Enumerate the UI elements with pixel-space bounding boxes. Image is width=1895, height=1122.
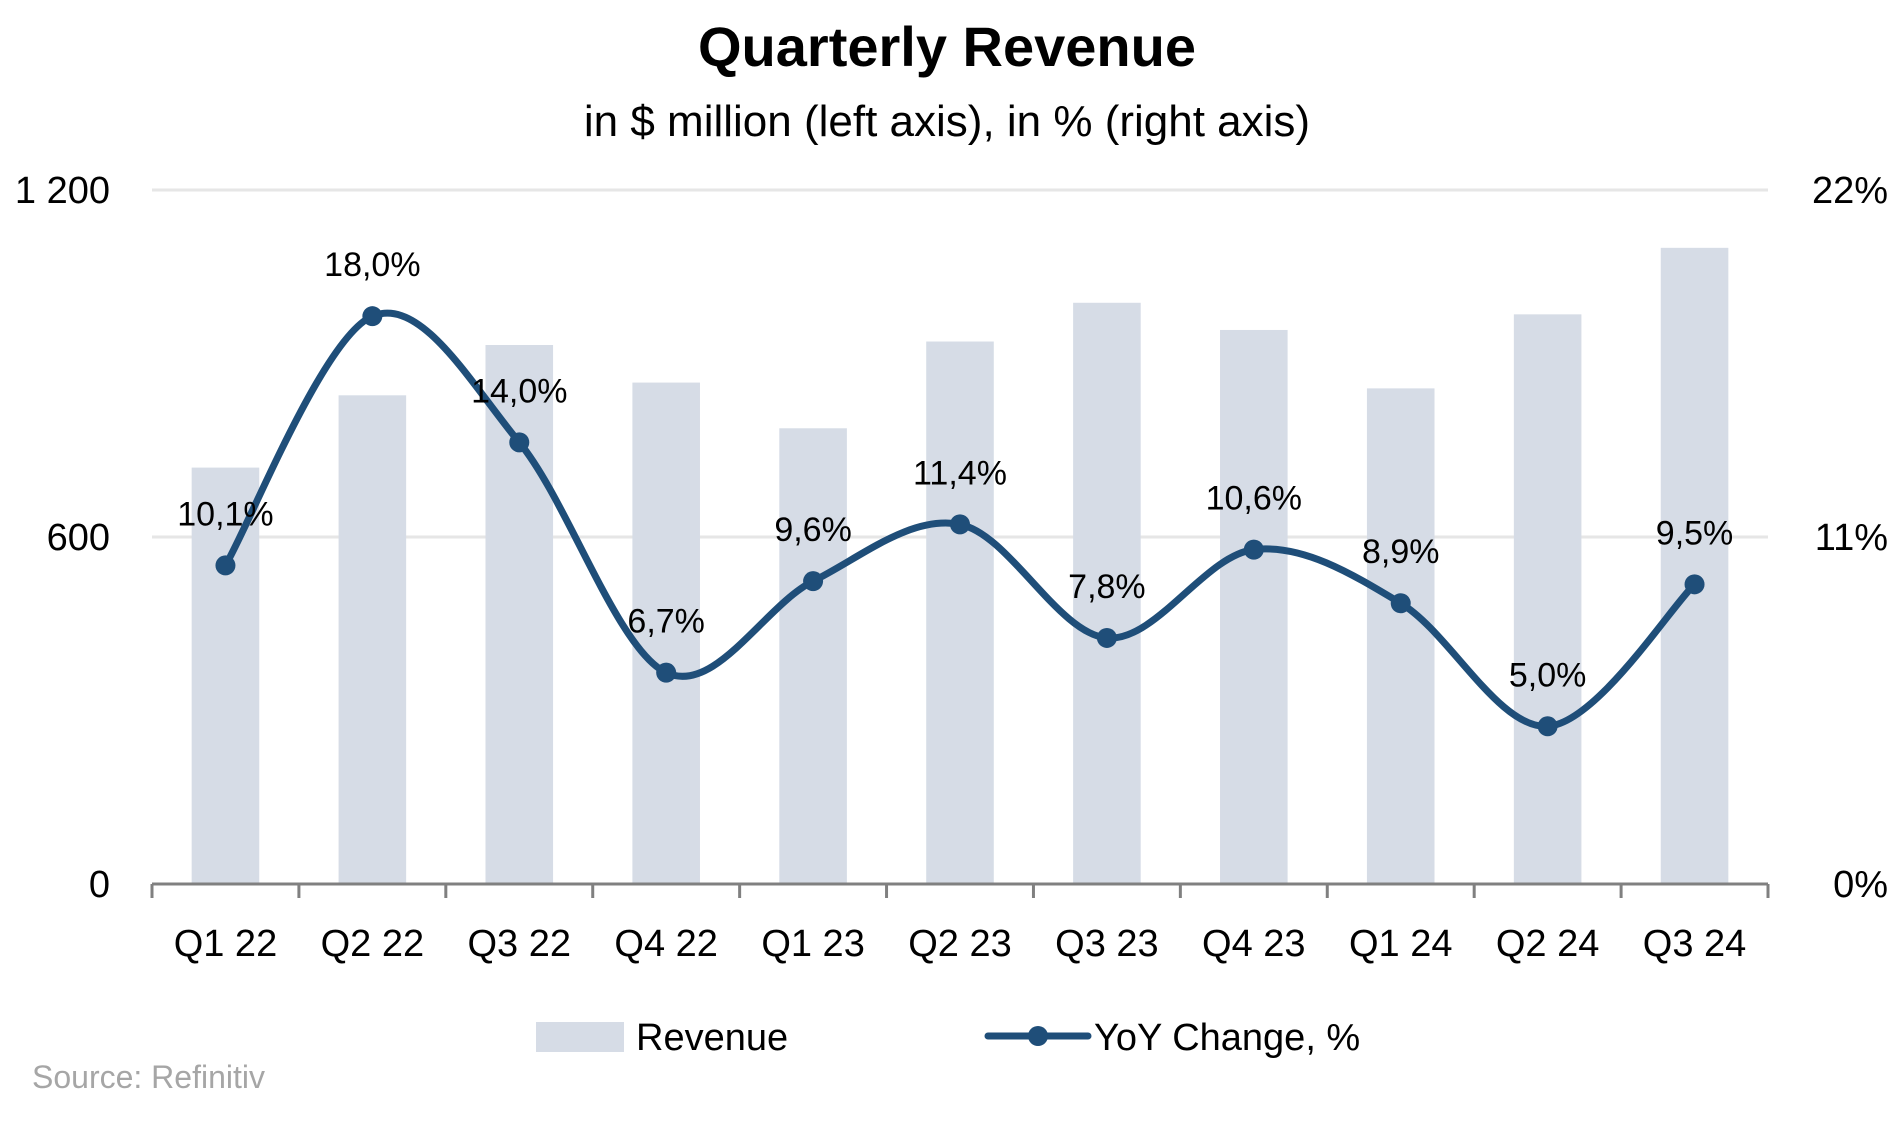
legend-revenue-swatch [536, 1022, 624, 1052]
yoy-data-label: 11,4% [913, 454, 1007, 492]
yoy-point [1684, 574, 1705, 595]
revenue-bar [1220, 329, 1288, 884]
yoy-data-label: 8,9% [1362, 533, 1440, 571]
yoy-data-label: 5,0% [1509, 656, 1587, 694]
y-right-tick-label: 0% [1833, 864, 1888, 906]
x-tick-label: Q1 23 [761, 923, 865, 965]
x-tick-label: Q1 24 [1349, 923, 1453, 965]
yoy-point [803, 571, 824, 592]
yoy-data-label: 9,5% [1656, 514, 1734, 552]
legend-yoy-swatch-marker [1028, 1026, 1048, 1046]
chart-subtitle: in $ million (left axis), in % (right ax… [584, 97, 1310, 146]
y-right-tick-label: 22% [1812, 170, 1888, 212]
yoy-point [1096, 627, 1117, 648]
yoy-line [215, 306, 1705, 737]
chart-title: Quarterly Revenue [698, 15, 1196, 78]
y-left-tick-label: 1 200 [15, 170, 110, 212]
x-tick-label: Q3 24 [1643, 923, 1747, 965]
revenue-bar [1073, 302, 1141, 884]
yoy-point [362, 306, 383, 327]
revenue-bar [1513, 314, 1582, 884]
revenue-bar [338, 395, 407, 884]
yoy-point [950, 514, 970, 535]
x-tick-label: Q3 23 [1055, 923, 1159, 965]
yoy-data-label: 18,0% [324, 246, 420, 284]
x-tick-label: Q4 22 [614, 923, 718, 965]
x-tick-label: Q1 22 [174, 923, 278, 965]
yoy-point [1537, 716, 1558, 737]
y-right-tick-label: 11% [1815, 517, 1888, 559]
yoy-data-label: 10,6% [1206, 480, 1302, 518]
legend: Revenue YoY Change, % [536, 1017, 1360, 1059]
revenue-bar [485, 344, 554, 884]
yoy-point [656, 662, 677, 683]
revenue-bars [191, 247, 1729, 885]
axes: 0 600 1 200 0% 11% 22% Q1 22 Q2 22 Q3 22 Q4 22 Q1 … [15, 170, 1888, 965]
x-tick-label: Q2 23 [908, 923, 1012, 965]
revenue-bar [926, 341, 994, 885]
legend-revenue-label: Revenue [636, 1017, 788, 1059]
data-labels: 10,1% 18,0% 14,0% 6,7% 9,6% 11,4% 7,8% 10,6% 8,9… [177, 246, 1733, 694]
yoy-data-label: 7,8% [1068, 568, 1146, 606]
x-tick-label: Q2 22 [321, 923, 425, 965]
x-tick-label: Q4 23 [1202, 923, 1306, 965]
revenue-bar [1660, 247, 1729, 885]
yoy-point [1390, 593, 1411, 614]
yoy-data-label: 14,0% [471, 372, 567, 410]
source-note: Source: Refinitiv [32, 1059, 265, 1095]
revenue-bar [632, 382, 700, 884]
x-tick-label: Q3 22 [468, 923, 572, 965]
revenue-bar [779, 428, 847, 884]
yoy-point [509, 432, 530, 453]
y-left-tick-label: 0 [89, 864, 110, 906]
yoy-line-path [222, 309, 1698, 730]
yoy-data-label: 10,1% [177, 495, 273, 533]
legend-yoy-label: YoY Change, % [1094, 1017, 1360, 1059]
yoy-point [1243, 539, 1264, 560]
x-tick-label: Q2 24 [1496, 923, 1600, 965]
y-left-tick-label: 600 [47, 517, 110, 559]
yoy-data-label: 9,6% [774, 511, 852, 549]
revenue-bar [191, 467, 260, 884]
yoy-point [215, 555, 236, 576]
yoy-data-label: 6,7% [627, 603, 705, 641]
revenue-bar [1366, 388, 1435, 884]
